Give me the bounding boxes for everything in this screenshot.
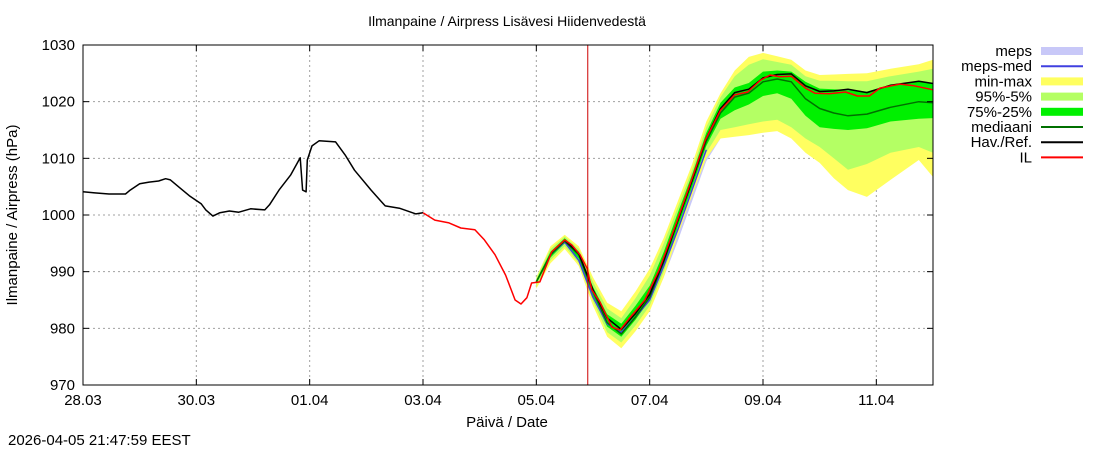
band-p95_5 bbox=[536, 59, 933, 343]
legend-swatch-meps bbox=[1041, 47, 1083, 55]
legend-label-il: IL bbox=[1019, 149, 1032, 166]
x-tick-label: 01.04 bbox=[291, 392, 329, 409]
legend-label-p75_25: 75%-25% bbox=[967, 104, 1032, 121]
legend-swatch-minmax bbox=[1041, 77, 1083, 86]
legend-label-p95_5: 95%-5% bbox=[975, 89, 1032, 106]
series-mediaani bbox=[535, 78, 934, 335]
x-tick-label: 09.04 bbox=[744, 392, 782, 409]
y-tick-label: 1010 bbox=[42, 150, 75, 167]
x-tick-label: 11.04 bbox=[858, 392, 894, 409]
legend-label-mediaani: mediaani bbox=[971, 119, 1032, 136]
y-tick-label: 980 bbox=[50, 320, 75, 337]
y-tick-label: 1030 bbox=[42, 37, 75, 54]
x-tick-label: 05.04 bbox=[518, 392, 556, 409]
series-il bbox=[422, 74, 934, 331]
series-lines bbox=[82, 45, 934, 385]
series-hav-obs bbox=[82, 140, 424, 217]
y-axis-label: Ilmanpaine / Airpress (hPa) bbox=[4, 125, 21, 306]
chart-title: Ilmanpaine / Airpress Lisävesi Hiidenved… bbox=[368, 13, 646, 29]
y-tick-label: 1000 bbox=[42, 207, 75, 224]
legend-label-meps: meps bbox=[995, 43, 1032, 60]
timestamp: 2026-04-05 21:47:59 EEST bbox=[8, 432, 191, 449]
legend-swatch-p95_5 bbox=[1041, 92, 1083, 101]
x-tick-label: 07.04 bbox=[631, 392, 669, 409]
legend-label-meps_med: meps-med bbox=[961, 58, 1032, 75]
legend-swatch-p75_25 bbox=[1041, 107, 1083, 116]
legend-label-hav: Hav./Ref. bbox=[971, 134, 1032, 151]
x-tick-label: 30.03 bbox=[178, 392, 216, 409]
plot-frame bbox=[82, 44, 934, 386]
grid bbox=[83, 45, 933, 385]
legend: mepsmeps-medmin-max95%-5%75%-25%mediaani… bbox=[961, 43, 1083, 166]
y-tick-label: 970 bbox=[50, 377, 75, 394]
x-tick-label: 03.04 bbox=[404, 392, 442, 409]
y-tick-label: 990 bbox=[50, 264, 75, 281]
x-tick-label: 28.03 bbox=[64, 392, 102, 409]
y-tick-label: 1020 bbox=[42, 94, 75, 111]
legend-label-minmax: min-max bbox=[974, 73, 1032, 90]
x-axis-label: Päivä / Date bbox=[466, 414, 548, 431]
band-p75_25 bbox=[536, 70, 933, 337]
axes: 970 980 990 1000 1010 1020 1030 28.03 30.03 01.04… bbox=[42, 37, 934, 409]
